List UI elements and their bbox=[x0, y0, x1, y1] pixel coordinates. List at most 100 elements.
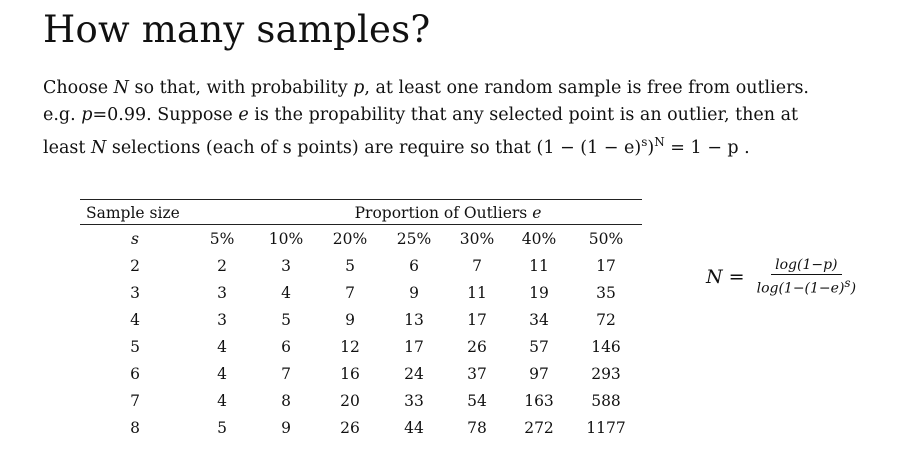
table-cell: 7 bbox=[472, 256, 482, 275]
header-proportion: Proportion of Outliers e bbox=[254, 200, 642, 225]
table-cell: 7 bbox=[345, 283, 355, 302]
formula-part: (1 − (1 − e) bbox=[536, 137, 642, 158]
column-header: s bbox=[80, 224, 190, 252]
table-cell: 4 bbox=[217, 337, 227, 356]
column-header: 10% bbox=[254, 224, 318, 252]
table-cell: 72 bbox=[596, 310, 616, 329]
table-cell: 4 bbox=[130, 310, 140, 329]
table-cell: 146 bbox=[591, 337, 621, 356]
var-e: e bbox=[238, 105, 249, 125]
paragraph-line-2: e.g. p=0.99. Suppose e is the propabilit… bbox=[43, 102, 873, 129]
column-header: 40% bbox=[508, 224, 570, 252]
table-cell: 17 bbox=[404, 337, 424, 356]
table-cell: 78 bbox=[467, 418, 487, 437]
table-cell: 4 bbox=[217, 364, 227, 383]
page-title: How many samples? bbox=[43, 8, 431, 51]
table-cell: 19 bbox=[529, 283, 549, 302]
table-cell: 2 bbox=[217, 256, 227, 275]
table-cell: 8 bbox=[130, 418, 140, 437]
table-cell: 57 bbox=[529, 337, 549, 356]
table-row: 2 2 3 5 6 7 11 17 bbox=[80, 252, 642, 279]
table-cell: 163 bbox=[524, 391, 554, 410]
text-segment: least bbox=[43, 137, 91, 158]
table-cell: 3 bbox=[130, 283, 140, 302]
formula-fraction: log(1−p) log(1−(1−e)s) bbox=[753, 257, 860, 297]
table-cell: 17 bbox=[467, 310, 487, 329]
formula-part: = 1 − p . bbox=[664, 137, 750, 158]
table-cell: 5 bbox=[345, 256, 355, 275]
table-cell: 272 bbox=[524, 418, 554, 437]
text-segment: Choose bbox=[43, 78, 114, 98]
table-cell: 9 bbox=[345, 310, 355, 329]
formula-denominator-part: log(1−(1−e) bbox=[756, 280, 845, 297]
table-row: 7 4 8 20 33 54 163 588 bbox=[80, 387, 642, 414]
formula-denominator: log(1−(1−e)s) bbox=[753, 275, 860, 297]
table-header-row: Sample size Proportion of Outliers e bbox=[80, 200, 642, 225]
table-cell: 3 bbox=[217, 310, 227, 329]
formula-denominator-part: ) bbox=[850, 280, 857, 297]
table-cell: 6 bbox=[281, 337, 291, 356]
table-cell: 24 bbox=[404, 364, 424, 383]
table-cell: 20 bbox=[340, 391, 360, 410]
table-cell: 33 bbox=[404, 391, 424, 410]
table-cell: 26 bbox=[340, 418, 360, 437]
table-cell: 5 bbox=[281, 310, 291, 329]
formula-sup-n: N bbox=[654, 135, 665, 149]
text-segment: e.g. bbox=[43, 105, 82, 125]
formula-lhs: N = bbox=[706, 265, 745, 288]
inline-formula: (1 − (1 − e)s)N = 1 − p . bbox=[536, 135, 750, 158]
var-n: N bbox=[113, 78, 129, 98]
table-cell: 5 bbox=[130, 337, 140, 356]
table-cell: 7 bbox=[281, 364, 291, 383]
var-p: p bbox=[81, 105, 93, 125]
table-cell: 6 bbox=[409, 256, 419, 275]
var-p: p bbox=[353, 78, 365, 98]
paragraph-line-1: Choose N so that, with probability p, at… bbox=[43, 75, 873, 102]
formula-sup-s: s bbox=[641, 135, 648, 149]
column-header: 5% bbox=[190, 224, 254, 252]
formula-part: ) bbox=[647, 137, 655, 158]
table-cell: 3 bbox=[281, 256, 291, 275]
table-cell: 1177 bbox=[586, 418, 626, 437]
table-row: 3 3 4 7 9 11 19 35 bbox=[80, 279, 642, 306]
table-cell: 54 bbox=[467, 391, 487, 410]
formula-sup-s: s bbox=[844, 276, 851, 290]
table-cell: 4 bbox=[217, 391, 227, 410]
table-cell: 11 bbox=[467, 283, 487, 302]
text-segment: selections (each of s points) are requir… bbox=[106, 137, 537, 158]
header-spacer bbox=[190, 200, 254, 225]
column-header: 20% bbox=[318, 224, 382, 252]
table-row: 4 3 5 9 13 17 34 72 bbox=[80, 306, 642, 333]
table-row: 5 4 6 12 17 26 57 146 bbox=[80, 333, 642, 360]
table-cell: 12 bbox=[340, 337, 360, 356]
table-row: 6 4 7 16 24 37 97 293 bbox=[80, 360, 642, 387]
table-cell: 97 bbox=[529, 364, 549, 383]
table-cell: 35 bbox=[596, 283, 616, 302]
text-segment: =0.99. Suppose bbox=[92, 105, 239, 125]
table-cell: 4 bbox=[281, 283, 291, 302]
text-segment: so that, with probability bbox=[128, 78, 354, 98]
table-cell: 34 bbox=[529, 310, 549, 329]
table-cell: 37 bbox=[467, 364, 487, 383]
table-cell: 293 bbox=[591, 364, 621, 383]
table-cell: 16 bbox=[340, 364, 360, 383]
table-cell: 2 bbox=[130, 256, 140, 275]
table-row: 8 5 9 26 44 78 272 1177 bbox=[80, 414, 642, 441]
table-top-rule bbox=[80, 199, 642, 200]
column-header: 30% bbox=[446, 224, 508, 252]
n-formula: N = log(1−p) log(1−(1−e)s) bbox=[706, 257, 860, 297]
table-cell: 6 bbox=[130, 364, 140, 383]
table-cell: 9 bbox=[281, 418, 291, 437]
paragraph-line-3: least N selections (each of s points) ar… bbox=[43, 129, 873, 162]
table-column-headers: s 5% 10% 20% 25% 30% 40% 50% bbox=[80, 224, 642, 252]
table-cell: 8 bbox=[281, 391, 291, 410]
text-segment: , at least one random sample is free fro… bbox=[364, 78, 809, 98]
table-cell: 17 bbox=[596, 256, 616, 275]
table-cell: 9 bbox=[409, 283, 419, 302]
samples-table: Sample size Proportion of Outliers e s 5… bbox=[80, 199, 642, 441]
header-proportion-text: Proportion of Outliers bbox=[354, 204, 533, 222]
table-cell: 7 bbox=[130, 391, 140, 410]
description-paragraph: Choose N so that, with probability p, at… bbox=[43, 75, 873, 162]
table-cell: 26 bbox=[467, 337, 487, 356]
var-e: e bbox=[532, 204, 542, 222]
